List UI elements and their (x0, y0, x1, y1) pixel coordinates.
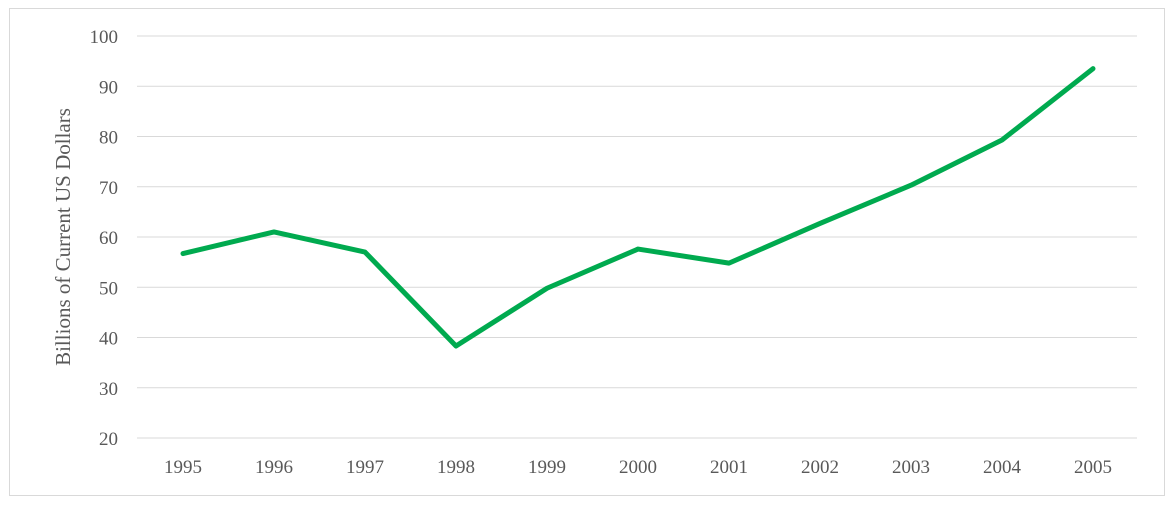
x-tick-label: 2003 (892, 457, 930, 478)
y-axis-title: Billions of Current US Dollars (51, 108, 75, 366)
x-tick-label: 1997 (346, 457, 384, 478)
x-tick-label: 1999 (528, 457, 566, 478)
x-tick-label: 2004 (983, 457, 1022, 478)
y-tick-label: 20 (99, 429, 118, 450)
y-tick-label: 60 (99, 228, 118, 249)
x-tick-label: 1996 (255, 457, 293, 478)
y-tick-label: 70 (99, 178, 118, 199)
gridlines (137, 35, 1137, 439)
y-tick-label: 100 (90, 27, 119, 48)
y-tick-label: 50 (99, 278, 118, 299)
y-tick-label: 40 (99, 329, 118, 350)
y-tick-label: 90 (99, 77, 118, 98)
x-tick-label: 2001 (710, 457, 748, 478)
y-tick-label: 80 (99, 128, 118, 149)
x-tick-label: 2002 (801, 457, 839, 478)
chart-frame (9, 8, 1165, 496)
y-tick-label: 30 (99, 379, 118, 400)
x-tick-label: 2005 (1074, 457, 1112, 478)
series-layer (180, 66, 1096, 349)
series-line-0 (180, 66, 1096, 349)
x-axis-ticks: 1995 1996 1997 1998 1999 2000 2001 2002 2003 2004… (164, 457, 1112, 478)
x-tick-label: 2000 (619, 457, 657, 478)
y-axis-ticks: 100 90 80 70 60 50 40 30 20 (90, 27, 119, 450)
x-tick-label: 1995 (164, 457, 202, 478)
x-tick-label: 1998 (437, 457, 475, 478)
